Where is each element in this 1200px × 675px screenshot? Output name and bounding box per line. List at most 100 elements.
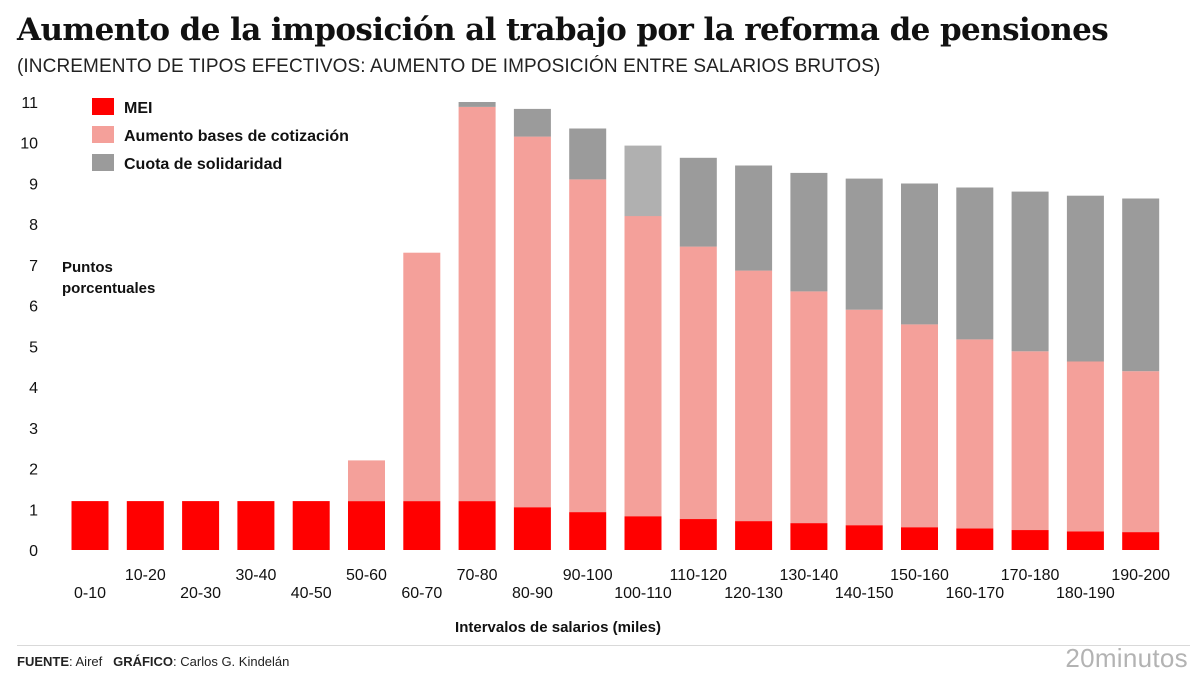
bar-segment-mei-80-90[interactable] [513,507,551,550]
bar-segment-cuota-de-solidaridad-160-170[interactable] [956,187,994,340]
bar-segment-aumento-bases-de-cotizaci-n-190-200[interactable] [1122,371,1160,533]
bar-segment-mei-0-10[interactable] [71,501,109,550]
bar-segment-cuota-de-solidaridad-170-180[interactable] [1011,191,1049,352]
bar-segment-cuota-de-solidaridad-100-110[interactable] [624,145,662,217]
bar-segment-cuota-de-solidaridad-120-130[interactable] [735,165,773,271]
footer-divider [17,645,1190,646]
bar-segment-aumento-bases-de-cotizaci-n-100-110[interactable] [624,216,662,517]
x-tick-label: 190-200 [1111,567,1170,584]
bar-segment-aumento-bases-de-cotizaci-n-90-100[interactable] [569,179,607,513]
bar-segment-cuota-de-solidaridad-110-120[interactable] [679,157,717,247]
bars [71,102,1160,550]
bar-segment-cuota-de-solidaridad-180-190[interactable] [1066,195,1104,362]
bar-segment-aumento-bases-de-cotizaci-n-80-90[interactable] [513,136,551,508]
y-tick-label: 5 [29,339,38,356]
bar-segment-mei-140-150[interactable] [845,525,883,550]
bar-segment-cuota-de-solidaridad-130-140[interactable] [790,172,828,292]
source-value: : Airef [69,654,103,669]
footer-credits: FUENTE: Airef GRÁFICO: Carlos G. Kindelá… [17,654,289,669]
x-tick-label: 180-190 [1056,585,1115,602]
x-tick-label: 110-120 [670,567,728,584]
bar-segment-mei-120-130[interactable] [735,521,773,550]
bar-segment-aumento-bases-de-cotizaci-n-160-170[interactable] [956,339,994,529]
bar-segment-aumento-bases-de-cotizaci-n-60-70[interactable] [403,252,441,502]
y-tick-label: 8 [29,217,38,234]
x-tick-label: 10-20 [125,567,166,584]
bar-segment-aumento-bases-de-cotizaci-n-150-160[interactable] [901,324,938,528]
x-tick-label: 150-160 [890,567,949,584]
bar-segment-mei-130-140[interactable] [790,523,828,550]
bar-segment-aumento-bases-de-cotizaci-n-180-190[interactable] [1066,361,1104,532]
y-tick-label: 2 [29,462,38,479]
y-axis: 0 1 2 3 4 5 6 7 8 9 10 11 [20,95,38,560]
bar-segment-mei-50-60[interactable] [348,501,385,550]
bar-segment-mei-70-80[interactable] [458,501,496,550]
bar-segment-mei-190-200[interactable] [1122,532,1160,550]
y-axis-label-line2: porcentuales [62,280,155,297]
bar-segment-mei-160-170[interactable] [956,528,994,550]
bar-segment-mei-60-70[interactable] [403,501,441,550]
graphic-label: GRÁFICO [113,654,174,669]
brand-logo: 20minutos [1065,643,1188,673]
x-tick-label: 50-60 [346,567,387,584]
legend-swatch-0 [92,98,114,115]
legend: MEI Aumento bases de cotización Cuota de s… [92,98,349,173]
bar-segment-aumento-bases-de-cotizaci-n-130-140[interactable] [790,291,828,524]
y-tick-label: 1 [29,502,38,519]
x-tick-label: 120-130 [724,585,783,602]
y-tick-label: 4 [29,380,38,397]
x-tick-label: 100-110 [614,585,672,602]
x-tick-label: 130-140 [780,567,839,584]
bar-segment-aumento-bases-de-cotizaci-n-70-80[interactable] [458,106,496,502]
legend-swatch-1 [92,126,114,143]
legend-label-0: MEI [124,100,152,117]
bar-segment-mei-170-180[interactable] [1011,530,1049,550]
x-tick-label: 160-170 [945,585,1004,602]
legend-swatch-2 [92,154,114,171]
y-tick-label: 6 [29,299,38,316]
bar-segment-aumento-bases-de-cotizaci-n-50-60[interactable] [348,460,385,502]
x-tick-label: 90-100 [563,567,613,584]
bar-segment-aumento-bases-de-cotizaci-n-110-120[interactable] [679,246,717,520]
bar-segment-mei-30-40[interactable] [237,501,275,550]
x-tick-label: 0-10 [74,585,106,602]
bar-segment-cuota-de-solidaridad-90-100[interactable] [569,128,607,180]
x-tick-label: 140-150 [835,585,894,602]
bar-segment-aumento-bases-de-cotizaci-n-170-180[interactable] [1011,351,1049,531]
y-axis-label-line1: Puntos [62,259,113,276]
y-tick-label: 10 [20,136,38,153]
y-tick-label: 9 [29,176,38,193]
x-axis-label: Intervalos de salarios (miles) [455,619,661,636]
bar-segment-mei-150-160[interactable] [901,527,938,550]
chart-title: Aumento de la imposición al trabajo por … [17,12,1109,48]
legend-label-1: Aumento bases de cotización [124,128,349,145]
x-tick-label: 70-80 [457,567,498,584]
y-tick-label: 0 [29,543,38,560]
bar-segment-mei-90-100[interactable] [569,512,607,550]
y-tick-label: 11 [21,95,38,112]
bar-segment-mei-100-110[interactable] [624,516,662,550]
x-tick-label: 60-70 [401,585,442,602]
x-tick-label: 20-30 [180,585,221,602]
graphic-value: : Carlos G. Kindelán [173,654,290,669]
legend-label-2: Cuota de solidaridad [124,156,282,173]
bar-segment-cuota-de-solidaridad-80-90[interactable] [513,108,551,137]
bar-segment-cuota-de-solidaridad-70-80[interactable] [458,102,496,107]
x-axis: 0-10 10-20 20-30 30-40 40-50 50-60 60-70 70-80 8… [74,567,1170,602]
bar-segment-mei-180-190[interactable] [1066,531,1104,550]
bar-segment-cuota-de-solidaridad-190-200[interactable] [1122,198,1160,372]
x-tick-label: 80-90 [512,585,553,602]
bar-segment-mei-40-50[interactable] [292,501,330,550]
bar-segment-aumento-bases-de-cotizaci-n-120-130[interactable] [735,270,773,522]
bar-segment-cuota-de-solidaridad-140-150[interactable] [845,178,883,310]
bar-segment-mei-110-120[interactable] [679,519,717,550]
bar-segment-aumento-bases-de-cotizaci-n-140-150[interactable] [845,309,883,526]
y-tick-label: 7 [29,258,38,275]
x-tick-label: 30-40 [235,567,276,584]
bar-segment-mei-20-30[interactable] [182,501,220,550]
y-tick-label: 3 [29,421,38,438]
bar-segment-mei-10-20[interactable] [126,501,164,550]
bar-segment-cuota-de-solidaridad-150-160[interactable] [901,183,938,325]
x-tick-label: 40-50 [291,585,332,602]
